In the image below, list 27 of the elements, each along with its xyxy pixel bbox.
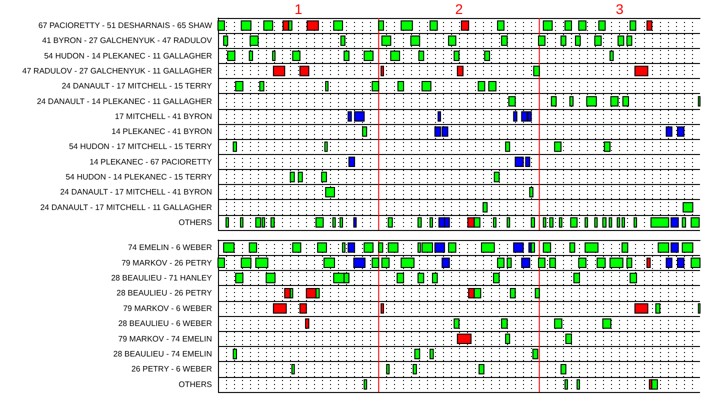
y-tick-label: 26 PETRY - 6 WEBER	[131, 364, 212, 374]
y-tick-label: 54 HUDON - 14 PLEKANEC - 11 GALLAGHER	[44, 51, 212, 60]
y-tick-label: 41 BYRON - 27 GALCHENYUK - 47 RADULOV	[42, 36, 213, 46]
x-tick-label: 3	[616, 1, 624, 17]
y-tick-label: 24 DANAULT - 17 MITCHELL - 41 BYRON	[60, 188, 212, 197]
y-tick-label: 28 BEAULIEU - 74 EMELIN	[113, 350, 212, 358]
y-tick-label: 79 MARKOV - 26 PETRY	[121, 258, 213, 268]
y-tick-label: 14 PLEKANEC - 67 PACIORETTY	[89, 157, 213, 166]
y-tick-label: 79 MARKOV - 6 WEBER	[123, 304, 212, 313]
y-tick-label: 54 HUDON - 17 MITCHELL - 15 TERRY	[68, 142, 213, 152]
y-tick-label: 47 RADULOV - 27 GALCHENYUK - 11 GALLAGHER	[22, 66, 212, 76]
y-tick-label: 54 HUDON - 14 PLEKANEC - 15 TERRY	[66, 172, 213, 182]
x-tick-label: 2	[455, 1, 464, 17]
y-tick-label: 79 MARKOV - 74 EMELIN	[118, 334, 212, 344]
y-tick-label: 28 BEAULIEU - 71 HANLEY	[111, 274, 213, 282]
y-tick-label: OTHERS	[178, 218, 212, 227]
y-tick-label: 24 DANAULT - 17 MITCHELL - 15 TERRY	[62, 82, 213, 91]
x-tick-label: 1	[294, 1, 302, 17]
y-tick-label: 28 BEAULIEU - 26 PETRY	[116, 288, 213, 298]
y-tick-label: OTHERS	[178, 380, 212, 389]
y-tick-label: 24 DANAULT - 17 MITCHELL - 11 GALLAGHER	[40, 202, 212, 212]
y-tick-label: 17 MITCHELL - 41 BYRON	[114, 112, 212, 121]
y-tick-label: 74 EMELIN - 6 WEBER	[128, 243, 212, 252]
y-tick-label: 28 BEAULIEU - 6 WEBER	[118, 319, 212, 328]
y-tick-label: 24 DANAULT - 14 PLEKANEC - 11 GALLAGHER	[36, 96, 212, 106]
y-tick-label: 67 PACIORETTY - 51 DESHARNAIS - 65 SHAW	[38, 21, 212, 30]
y-tick-label: 14 PLEKANEC - 41 BYRON	[112, 127, 212, 136]
